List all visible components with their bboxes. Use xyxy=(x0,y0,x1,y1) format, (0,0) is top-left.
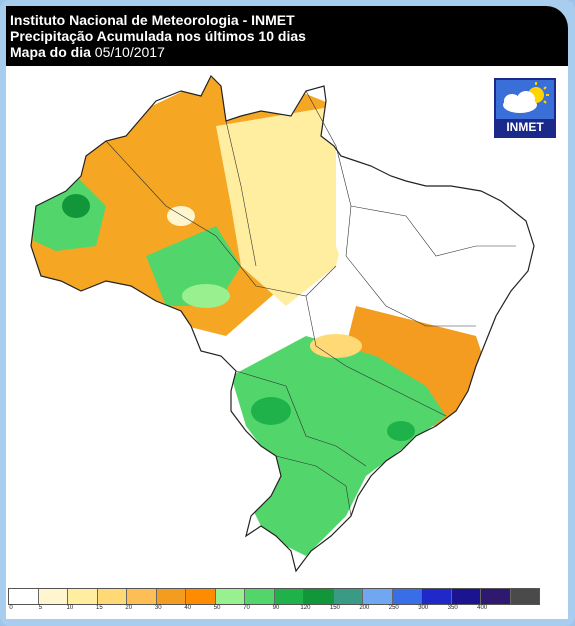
legend-label: 0 xyxy=(9,605,13,611)
cloud-sun-icon xyxy=(496,80,554,119)
legend-label: 120 xyxy=(300,605,311,611)
legend-swatch xyxy=(156,589,186,604)
legend-swatch xyxy=(333,589,363,604)
map-date-value: 05/10/2017 xyxy=(94,44,165,60)
legend-color-bar xyxy=(8,588,540,605)
state-borders xyxy=(105,90,516,517)
legend-label: 40 xyxy=(184,605,191,611)
precip-zone-yellow xyxy=(216,106,351,306)
legend-swatch xyxy=(127,589,157,604)
legend-label: 150 xyxy=(329,605,340,611)
legend-swatch xyxy=(97,589,127,604)
precip-zone-gold xyxy=(310,334,362,358)
map-date: Mapa do dia 05/10/2017 xyxy=(10,44,568,60)
legend-swatch xyxy=(481,589,511,604)
legend-swatch xyxy=(363,589,393,604)
legend-label: 20 xyxy=(125,605,133,611)
brazil-precipitation-map xyxy=(30,75,535,572)
map-title: Precipitação Acumulada nos últimos 10 di… xyxy=(10,28,306,44)
legend-label: 70 xyxy=(243,605,250,611)
legend-label: 10 xyxy=(66,605,74,611)
legend-label: 15 xyxy=(95,605,103,611)
map-header: Instituto Nacional de Meteorologia - INM… xyxy=(6,6,568,66)
precip-zone-darkgreen-2 xyxy=(387,421,415,441)
legend-swatch xyxy=(38,589,68,604)
precip-zone-green-south xyxy=(231,336,446,556)
legend-label: 30 xyxy=(154,605,162,611)
legend-label: 5 xyxy=(38,605,43,611)
map-panel: Instituto Nacional de Meteorologia - INM… xyxy=(6,6,568,619)
precipitation-legend: 0 5 10 15 20 30 40 50 70 90 120 150 200 250 300 350 400 xyxy=(8,588,564,614)
legend-labels: 0 5 10 15 20 30 40 50 70 90 120 150 200 250 300 350 400 xyxy=(8,605,568,615)
legend-swatch xyxy=(422,589,452,604)
precip-zone-lightgreen xyxy=(182,284,230,308)
precip-zone-deepgreen-west xyxy=(62,194,90,218)
legend-swatch xyxy=(186,589,216,604)
map-date-label: Mapa do dia xyxy=(10,44,91,60)
legend-label: 400 xyxy=(477,605,488,611)
precip-zone-darkgreen-1 xyxy=(251,397,291,425)
legend-swatch xyxy=(215,589,245,604)
legend-swatch xyxy=(9,589,39,604)
legend-swatch xyxy=(274,589,304,604)
institute-title: Instituto Nacional de Meteorologia - INM… xyxy=(10,12,295,28)
legend-label: 350 xyxy=(447,605,458,611)
legend-label: 200 xyxy=(359,605,370,611)
legend-label: 50 xyxy=(213,605,221,611)
precip-zone-dry xyxy=(336,126,534,346)
legend-swatch xyxy=(451,589,481,604)
legend-label: 300 xyxy=(418,605,429,611)
legend-swatch xyxy=(68,589,98,604)
legend-label: 250 xyxy=(388,605,399,611)
inmet-logo: INMET xyxy=(494,78,556,138)
legend-swatch xyxy=(510,589,539,604)
legend-label: 90 xyxy=(272,605,280,611)
legend-swatch xyxy=(245,589,275,604)
precip-zone-orange-east xyxy=(346,306,486,426)
legend-swatch xyxy=(392,589,422,604)
legend-swatch xyxy=(304,589,334,604)
logo-text: INMET xyxy=(496,119,554,136)
